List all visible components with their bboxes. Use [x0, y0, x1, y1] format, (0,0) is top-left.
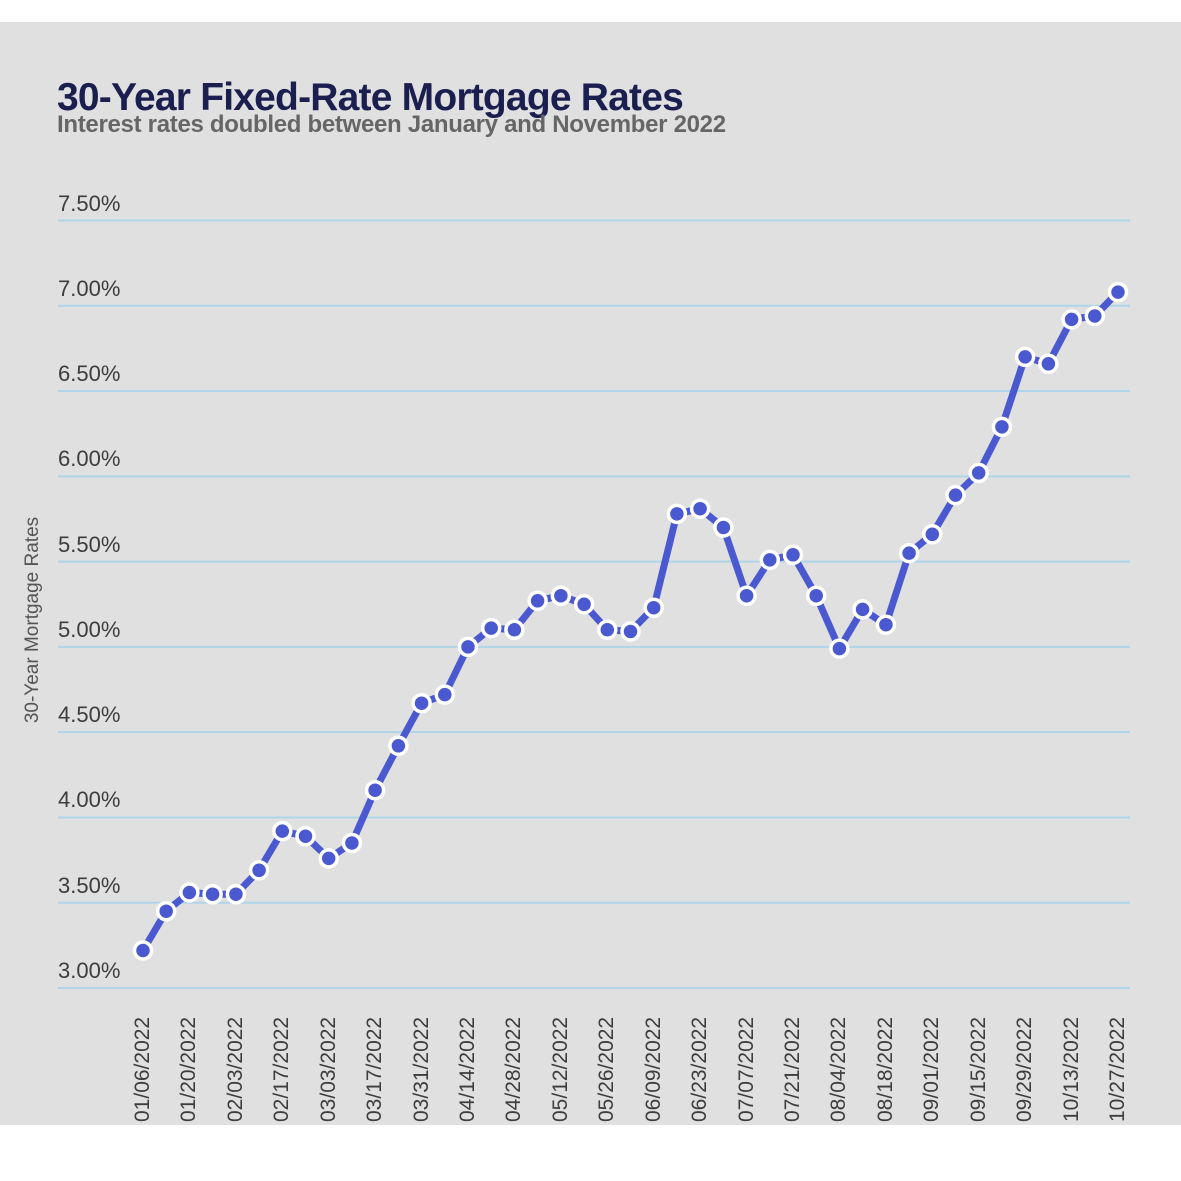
- data-point-marker: [132, 940, 154, 961]
- data-point-marker: [643, 597, 664, 618]
- data-point-marker: [666, 503, 688, 525]
- chart-subtitle: Interest rates doubled between January a…: [57, 111, 726, 138]
- data-point-marker: [922, 524, 943, 545]
- data-point-marker: [550, 585, 572, 606]
- data-point-marker: [1038, 353, 1059, 375]
- data-point-marker: [364, 779, 386, 801]
- data-point-marker: [759, 549, 781, 571]
- gridlines: [58, 219, 1130, 989]
- series-markers: [132, 281, 1129, 961]
- data-point-marker: [155, 900, 177, 922]
- x-axis-tick-label: 03/03/2022: [316, 1016, 340, 1122]
- y-axis-tick-label: 4.00%: [58, 787, 121, 813]
- y-axis-tick-label: 4.50%: [58, 702, 121, 728]
- x-axis-tick-label: 08/18/2022: [873, 1016, 897, 1122]
- y-axis-tick-label: 5.00%: [58, 616, 121, 642]
- data-point-marker: [875, 614, 897, 635]
- x-axis-tick-label: 06/23/2022: [688, 1016, 712, 1122]
- data-point-marker: [527, 590, 548, 612]
- x-axis-tick-label: 04/28/2022: [502, 1016, 526, 1122]
- x-axis-tick-label: 09/29/2022: [1013, 1016, 1037, 1122]
- data-point-marker: [1061, 309, 1082, 330]
- x-axis-tick-label: 02/03/2022: [223, 1016, 247, 1122]
- x-axis-tick-label: 02/17/2022: [270, 1016, 294, 1122]
- data-point-marker: [782, 544, 804, 566]
- x-axis-tick-label: 10/13/2022: [1059, 1016, 1083, 1122]
- x-axis-tick-label: 03/31/2022: [409, 1016, 433, 1122]
- data-point-marker: [1107, 281, 1129, 303]
- data-point-marker: [480, 617, 502, 639]
- x-axis-tick-label: 09/15/2022: [966, 1016, 990, 1122]
- data-point-marker: [202, 883, 223, 905]
- data-point-marker: [829, 638, 850, 659]
- y-axis-tick-label: 7.50%: [58, 190, 121, 216]
- y-axis-tick-label: 6.50%: [58, 361, 121, 387]
- x-axis-tick-label: 05/26/2022: [595, 1016, 619, 1122]
- data-point-marker: [318, 848, 339, 869]
- data-point-marker: [991, 416, 1013, 438]
- data-point-marker: [805, 585, 827, 606]
- data-point-marker: [457, 636, 479, 658]
- y-axis-tick-label: 7.00%: [58, 275, 121, 301]
- x-axis-tick-label: 09/01/2022: [920, 1016, 944, 1122]
- data-point-marker: [620, 621, 641, 642]
- x-axis-tick-label: 03/17/2022: [363, 1016, 387, 1122]
- data-point-marker: [248, 860, 270, 881]
- data-point-marker: [272, 820, 293, 842]
- chart-card: [0, 22, 1181, 1125]
- y-axis-tick-label: 3.50%: [58, 872, 121, 898]
- data-point-marker: [225, 883, 247, 905]
- data-point-marker: [411, 692, 432, 714]
- data-point-marker: [713, 517, 734, 538]
- data-point-marker: [388, 735, 409, 757]
- x-axis-tick-label: 01/06/2022: [131, 1016, 154, 1122]
- x-axis-tick-label: 07/07/2022: [734, 1016, 758, 1122]
- data-point-marker: [852, 599, 873, 620]
- x-axis-tick-label: 08/04/2022: [827, 1016, 851, 1122]
- page-title: 30-Year Fixed-Rate Mortgage Rates: [57, 76, 684, 120]
- x-axis-tick-label: 05/12/2022: [548, 1016, 572, 1122]
- x-axis-tick-label: 10/27/2022: [1106, 1016, 1129, 1122]
- data-point-marker: [341, 832, 363, 854]
- data-point-marker: [945, 484, 966, 506]
- data-point-marker: [1084, 305, 1106, 327]
- x-axis-tick-label: 07/21/2022: [781, 1016, 804, 1122]
- x-axis-tick-label: 06/09/2022: [641, 1016, 665, 1122]
- data-point-marker: [689, 498, 711, 519]
- data-point-marker: [504, 619, 525, 641]
- data-point-marker: [736, 585, 757, 606]
- y-axis-tick-label: 3.00%: [58, 958, 121, 983]
- y-axis-tick-label: 6.00%: [58, 446, 121, 472]
- y-axis-tick-label: 5.50%: [58, 531, 121, 557]
- data-point-marker: [295, 825, 316, 847]
- data-point-marker: [597, 619, 618, 641]
- data-point-marker: [434, 684, 456, 705]
- data-point-marker: [968, 462, 989, 484]
- data-point-marker: [1014, 346, 1036, 368]
- data-point-marker: [898, 542, 920, 564]
- data-point-marker: [179, 882, 200, 903]
- x-axis-tick-label: 01/20/2022: [177, 1016, 201, 1122]
- x-axis-tick-label: 04/14/2022: [456, 1016, 479, 1122]
- data-point-marker: [573, 594, 595, 615]
